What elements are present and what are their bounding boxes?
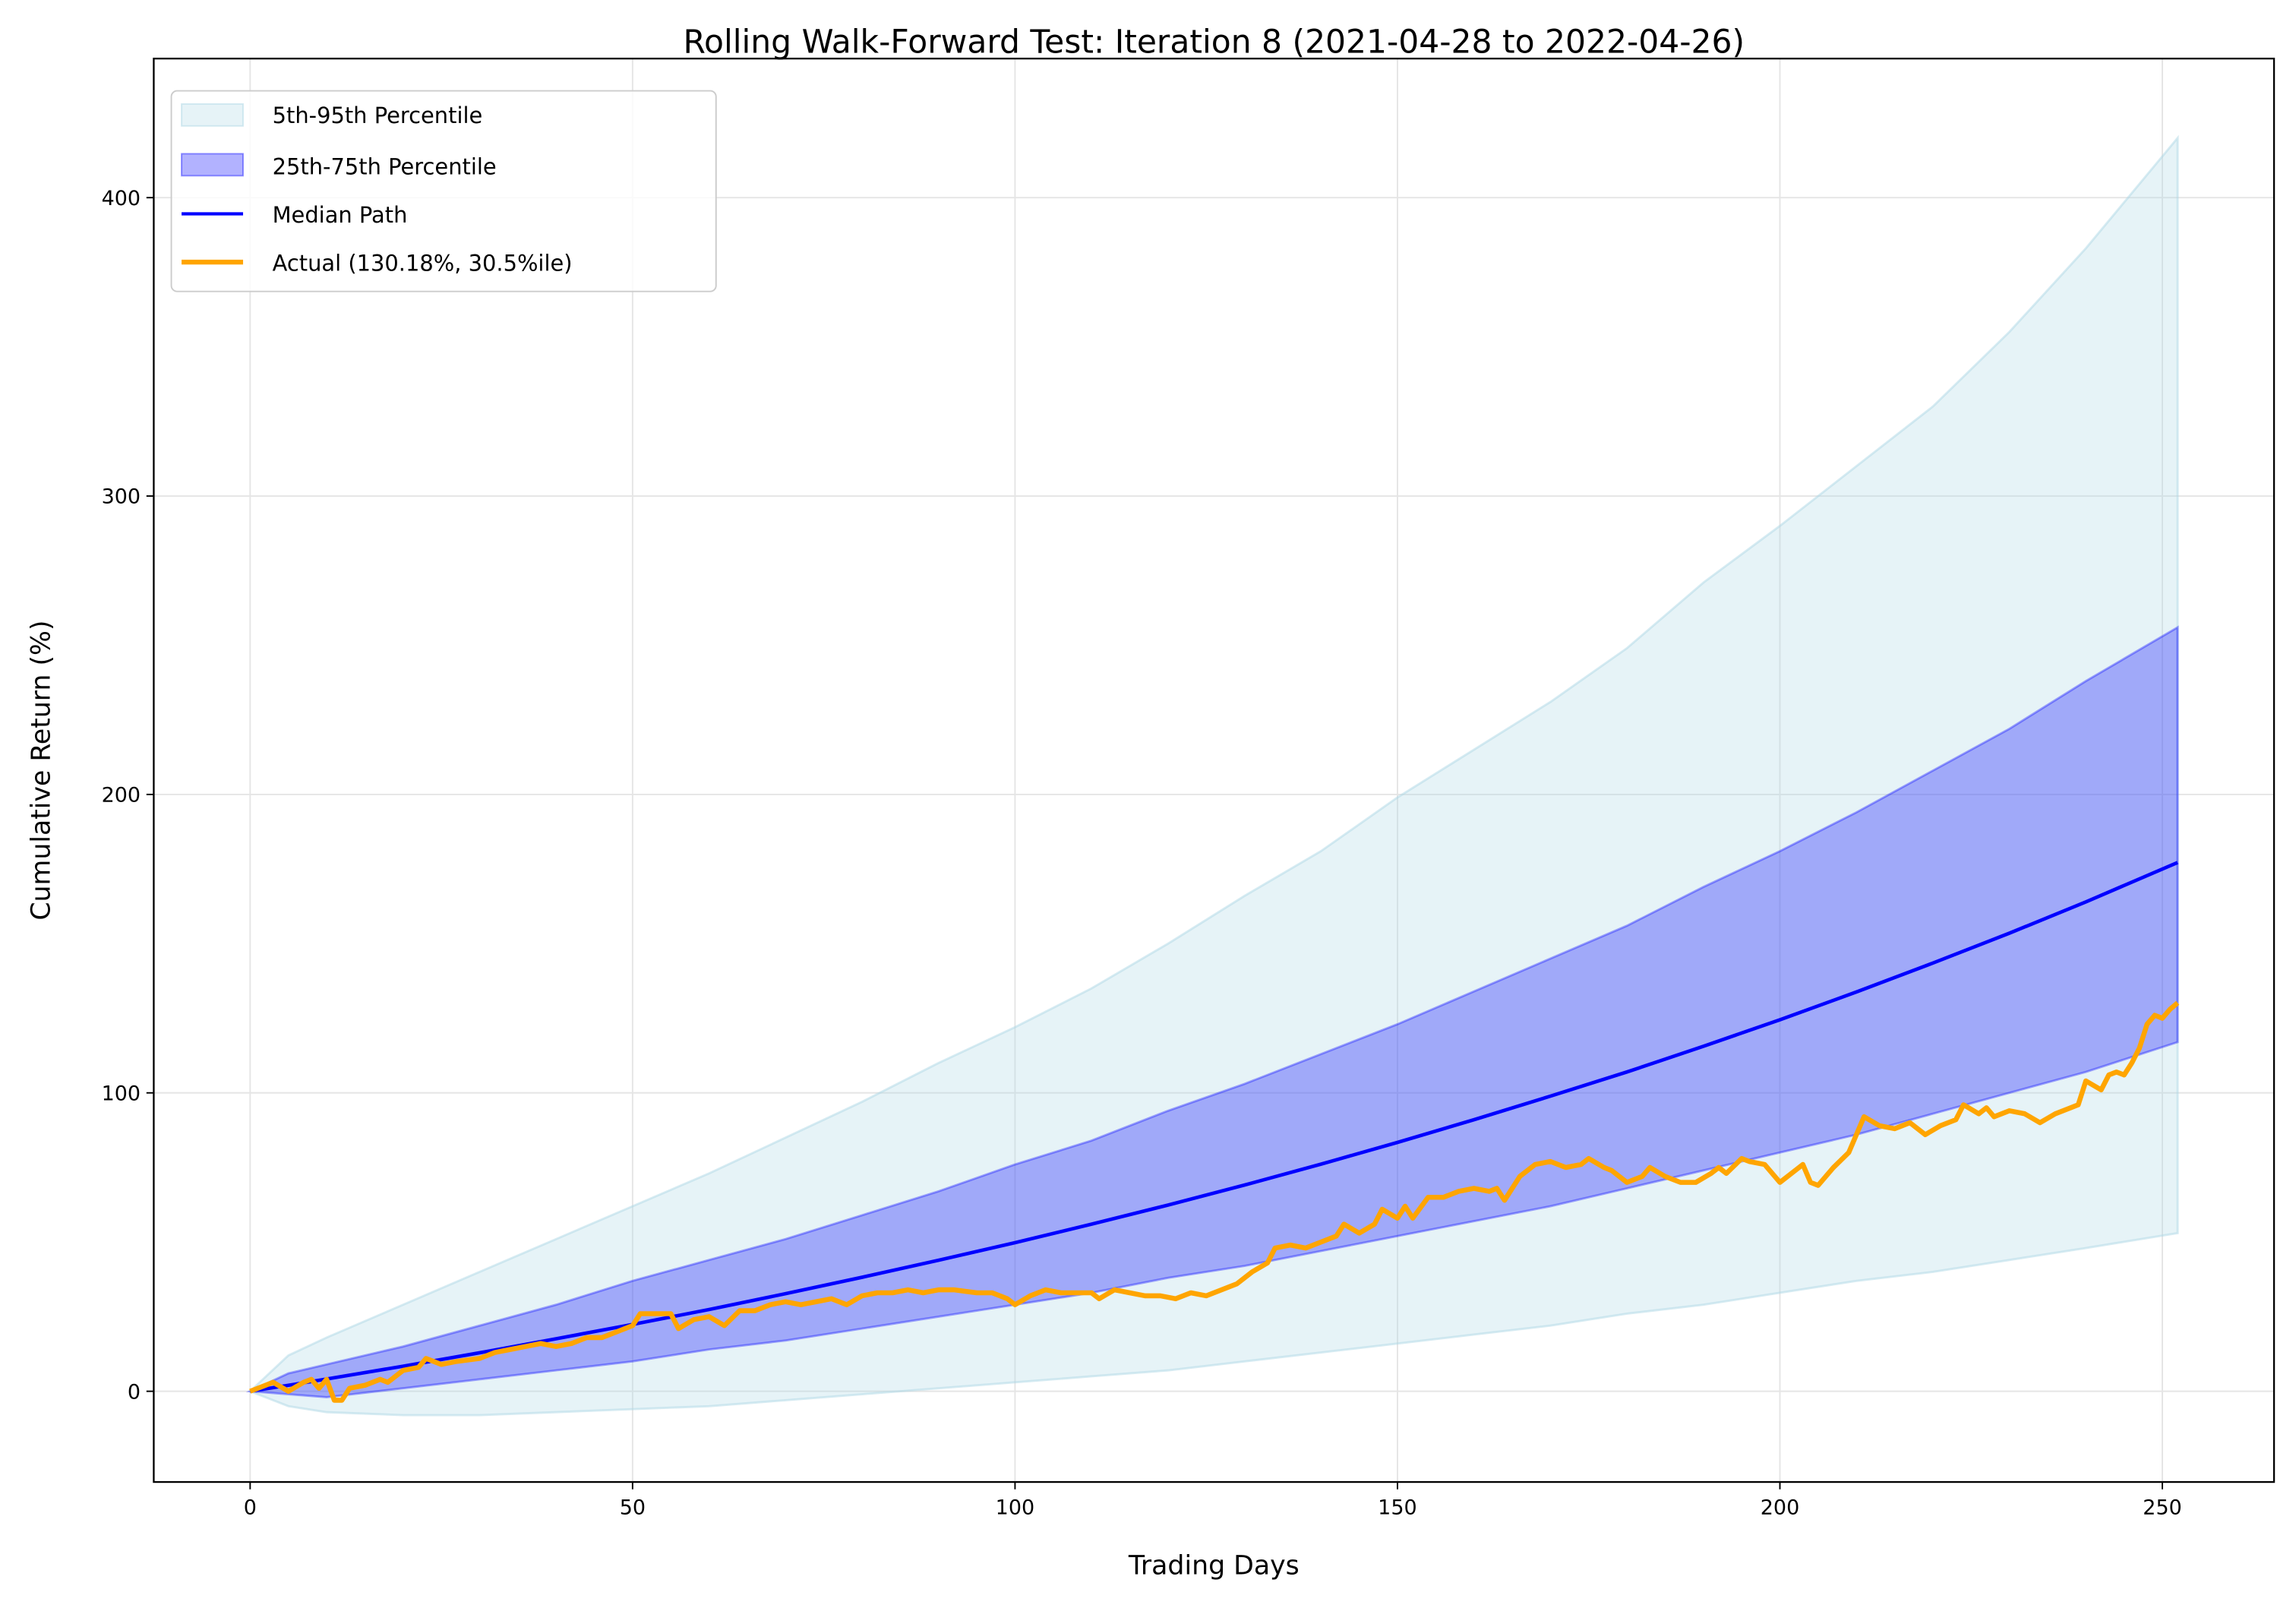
legend-swatch-outer-band: [181, 103, 245, 127]
legend: 5th-95th Percentile 25th-75th Percentile…: [170, 90, 717, 292]
legend-label-actual: Actual (130.18%, 30.5%ile): [273, 251, 573, 276]
legend-label-median: Median Path: [273, 202, 408, 228]
y-tick-label: 200: [102, 784, 141, 807]
band-25th-75th-percentile: [245, 625, 2179, 1398]
legend-box: [170, 90, 717, 292]
legend-swatch-inner-band: [181, 153, 245, 177]
x-tick-label: 150: [1378, 1496, 1417, 1519]
plot-frame: [153, 57, 2275, 1483]
grid: [153, 58, 2275, 1483]
y-tick-label: 400: [102, 187, 141, 210]
chart-title: Rolling Walk-Forward Test: Iteration 8 (…: [683, 24, 1745, 61]
x-tick-label: 100: [996, 1496, 1035, 1519]
x-tick-label: 200: [1761, 1496, 1800, 1519]
y-tick-label: 100: [102, 1082, 141, 1105]
x-tick-label: 250: [2143, 1496, 2182, 1519]
series-lines: [249, 861, 2180, 1403]
x-tick-label: 50: [620, 1496, 646, 1519]
y-tick-label: 300: [102, 485, 141, 509]
axis-ticks: 0 50 100 150 200 250 0 100 200 300 400: [102, 187, 2182, 1520]
legend-label-inner-band: 25th-75th Percentile: [273, 153, 497, 179]
y-tick-label: 0: [128, 1380, 141, 1404]
y-axis-label: Cumulative Return (%): [27, 620, 57, 920]
legend-label-outer-band: 5th-95th Percentile: [273, 103, 483, 128]
percentile-bands: [245, 134, 2179, 1417]
band-5th-95th-percentile: [248, 134, 2179, 1417]
x-axis-label: Trading Days: [1128, 1551, 1300, 1581]
actual-path-line: [249, 1000, 2180, 1403]
x-tick-label: 0: [244, 1496, 257, 1519]
